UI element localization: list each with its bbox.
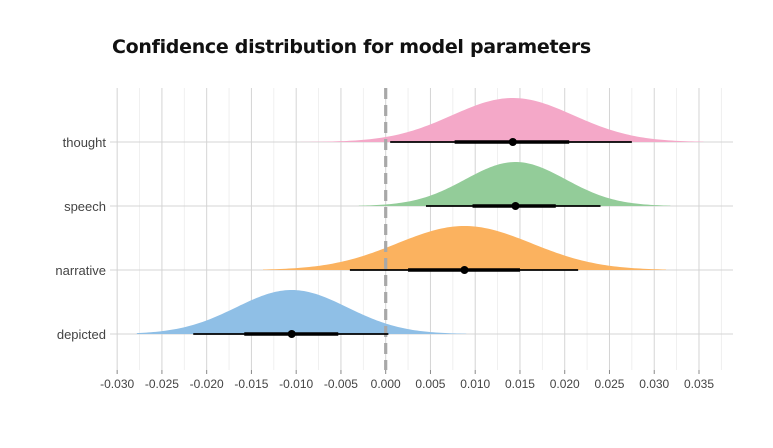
x-tick-label: -0.030 xyxy=(100,377,134,391)
x-tick-label: 0.015 xyxy=(505,377,535,391)
y-tick-label-thought: thought xyxy=(63,135,107,150)
y-tick-label-narrative: narrative xyxy=(55,263,106,278)
x-tick-label: -0.010 xyxy=(279,377,313,391)
density-layer xyxy=(136,98,704,334)
y-tick-label-speech: speech xyxy=(64,199,106,214)
x-tick-label: 0.000 xyxy=(371,377,401,391)
x-tick-label: -0.015 xyxy=(234,377,268,391)
x-tick-label: 0.035 xyxy=(684,377,714,391)
density-thought xyxy=(300,98,704,142)
point-estimate-depicted xyxy=(287,330,296,338)
interval-layer xyxy=(193,138,632,338)
point-estimate-narrative xyxy=(460,266,469,274)
x-tick-label: 0.030 xyxy=(639,377,669,391)
axis-layer: thought speech narrative depicted -0.030 -0.0… xyxy=(55,135,714,391)
chart-title: Confidence distribution for model parame… xyxy=(112,36,591,58)
density-narrative xyxy=(263,226,666,270)
x-tick-label: -0.005 xyxy=(324,377,358,391)
x-tick-label: 0.025 xyxy=(594,377,624,391)
x-tick-label: -0.020 xyxy=(190,377,224,391)
x-tick-label: 0.020 xyxy=(550,377,580,391)
density-speech xyxy=(358,162,671,206)
y-tick-label-depicted: depicted xyxy=(57,327,106,342)
point-estimate-speech xyxy=(511,202,520,210)
x-tick-label: 0.005 xyxy=(415,377,445,391)
x-tick-label: 0.010 xyxy=(460,377,490,391)
point-estimate-thought xyxy=(508,138,517,146)
x-tick-label: -0.025 xyxy=(145,377,179,391)
density-depicted xyxy=(136,290,467,334)
